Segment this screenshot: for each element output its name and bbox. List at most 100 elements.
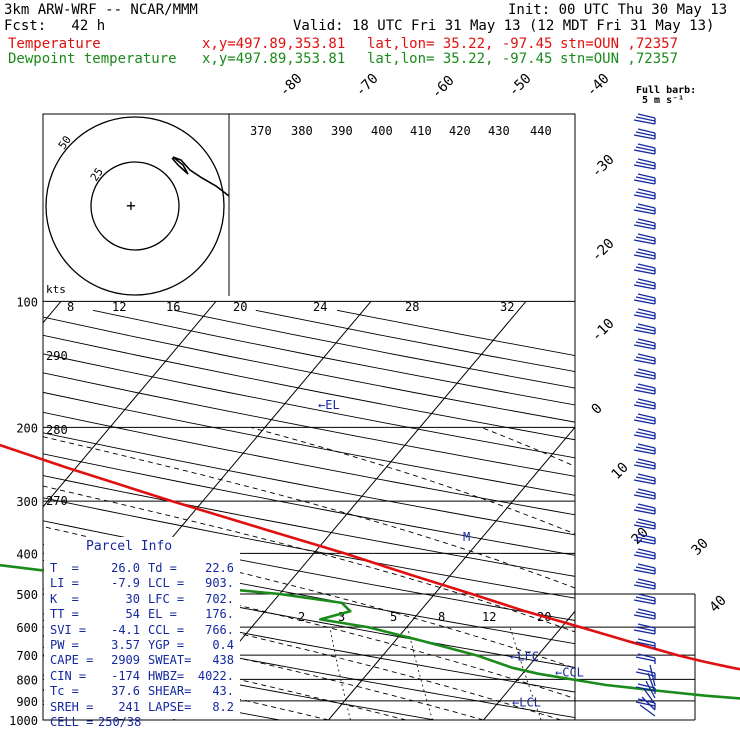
parcel-gap: [140, 623, 148, 638]
dry-adiabat: [43, 619, 575, 719]
isotherm: [328, 426, 575, 720]
valid-time: Valid: 18 UTC Fri 31 May 13 (12 MDT Fri …: [293, 18, 715, 34]
temperature-tick-label: -70: [353, 71, 382, 100]
ccl-marker: ←CCL: [555, 666, 584, 680]
hodograph-speed-label: 20: [233, 300, 247, 314]
temperature-tick-label: -40: [584, 71, 613, 100]
lifted-parcel-marker: M: [463, 530, 470, 544]
wind-barb: [633, 413, 656, 425]
wind-barb: [633, 383, 656, 395]
wind-barb-surface: [649, 664, 656, 687]
wind-barb: [633, 368, 656, 380]
parcel-key: Td =: [148, 561, 177, 575]
temperature-xy: x,y=497.89,353.81: [202, 36, 346, 52]
parcel-key: CELL =: [50, 714, 94, 729]
wind-barb: [633, 488, 656, 500]
wind-barbs: [633, 113, 656, 717]
parcel-gap: [140, 576, 148, 591]
hodograph-center-icon: +: [126, 196, 136, 215]
moist-adiabat: [43, 635, 407, 720]
parcel-key: CIN =: [50, 668, 87, 683]
parcel-value: 22.6: [205, 561, 234, 575]
pressure-tick-label: 1000: [9, 714, 38, 728]
lcl-marker: ←LCL: [512, 695, 541, 709]
dry-adiabat: [43, 568, 575, 668]
temperature-tick-label: -30: [589, 152, 618, 181]
dry-adiabat: [43, 411, 575, 516]
theta-label: 440: [530, 124, 552, 138]
wind-barb: [633, 623, 656, 635]
wind-barb: [633, 353, 656, 365]
parcel-info-row: LI = -7.9 LCL = 903.: [50, 576, 236, 591]
wind-barb: [635, 653, 656, 664]
parcel-info-panel: Parcel Info T = 26.0 Td = 22.6 LI = -7.9 LCL =…: [44, 537, 240, 729]
parcel-gap: [140, 700, 148, 715]
temperature-tick-label: -10: [589, 316, 618, 345]
parcel-value: 702.: [205, 591, 234, 606]
parcel-key: LCL =: [148, 576, 185, 591]
wind-barb: [633, 158, 656, 170]
temperature-legend: Temperature: [8, 36, 101, 52]
parcel-key: HWBZ=: [148, 668, 185, 683]
pressure-tick-label: 500: [16, 588, 38, 602]
temperature-tick-label: 0: [589, 401, 606, 418]
wind-barb: [633, 263, 656, 275]
parcel-key: SHEAR=: [148, 684, 192, 699]
wind-barb: [633, 593, 656, 605]
parcel-value: 438: [212, 653, 234, 668]
parcel-value: 3.57: [111, 637, 140, 652]
parcel-value: -4.1: [111, 622, 140, 637]
temperature-tick-label: -20: [589, 236, 618, 265]
parcel-key: LAPSE=: [148, 699, 192, 714]
parcel-value: 37.6: [111, 684, 140, 699]
dewpoint-station: stn=OUN ,72357: [560, 51, 679, 67]
parcel-value: 903.: [205, 576, 234, 591]
wind-barb: [633, 308, 656, 320]
temperature-tick-label: 10: [609, 460, 632, 483]
parcel-info-row: SREH = 241 LAPSE= 8.2: [50, 700, 236, 715]
parcel-key: [148, 715, 196, 730]
parcel-value: 241: [118, 699, 140, 714]
hodograph-speed-label: 24: [313, 300, 327, 314]
theta-label: 390: [331, 124, 353, 138]
hodograph-ring-label-25: 25: [88, 165, 106, 183]
hodograph-speed-label: 32: [500, 300, 514, 314]
dry-adiabat: [43, 543, 575, 645]
mixing-ratio-line: [407, 627, 433, 720]
parcel-value: 0.4: [212, 637, 234, 652]
parcel-info-row: K = 30 LFC = 702.: [50, 592, 236, 607]
wind-barb: [633, 578, 656, 590]
wind-barb: [635, 638, 656, 649]
init-time: Init: 00 UTC Thu 30 May 13: [508, 2, 728, 18]
wind-barb-surface: [643, 688, 656, 705]
theta-label: 370: [250, 124, 272, 138]
dewpoint-latlon: lat,lon= 35.22, -97.45: [367, 51, 553, 67]
mixing-ratio-label: 3: [338, 610, 345, 624]
theta-label: 280: [46, 423, 68, 437]
wind-barb: [633, 143, 656, 155]
wind-barb: [633, 428, 656, 440]
dry-adiabat: [43, 520, 575, 621]
lfc-marker: ←LFC: [510, 650, 539, 664]
wind-barb: [633, 548, 656, 560]
pressure-tick-label: 800: [16, 673, 38, 687]
parcel-key: CCL =: [148, 622, 185, 637]
hodograph-trace: [171, 156, 230, 197]
parcel-info-row: TT = 54 EL = 176.: [50, 607, 236, 622]
pressure-tick-label: 100: [16, 295, 38, 309]
parcel-gap: [140, 592, 148, 607]
parcel-value: -7.9: [111, 576, 140, 591]
wind-barb: [633, 563, 656, 575]
wind-barb-surface: [639, 704, 656, 717]
temperature-tick-label: -80: [277, 71, 306, 100]
parcel-key: T =: [50, 561, 79, 575]
dry-adiabat: [43, 453, 575, 556]
dewpoint-trace: [0, 563, 740, 700]
parcel-value: 176.: [205, 607, 234, 622]
wind-barb: [633, 338, 656, 350]
theta-label: 290: [46, 349, 68, 363]
wind-barb: [633, 173, 656, 185]
el-marker: ←EL: [318, 398, 340, 412]
hodograph: + 50 25 kts: [45, 114, 230, 296]
